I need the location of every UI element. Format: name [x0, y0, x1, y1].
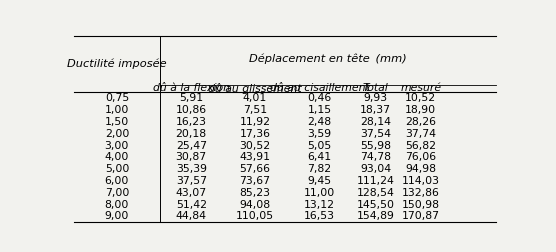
Text: 93,04: 93,04 [360, 164, 391, 174]
Text: 7,00: 7,00 [105, 188, 129, 198]
Text: 114,03: 114,03 [401, 176, 440, 186]
Text: 154,89: 154,89 [356, 211, 394, 222]
Text: Ductilité imposée: Ductilité imposée [67, 59, 167, 70]
Text: 18,90: 18,90 [405, 105, 436, 115]
Text: 76,06: 76,06 [405, 152, 436, 162]
Text: 56,82: 56,82 [405, 141, 436, 150]
Text: 4,01: 4,01 [242, 93, 267, 103]
Text: 4,00: 4,00 [105, 152, 129, 162]
Text: 5,00: 5,00 [105, 164, 129, 174]
Text: 43,07: 43,07 [176, 188, 207, 198]
Text: 128,54: 128,54 [356, 188, 394, 198]
Text: Total: Total [363, 83, 388, 93]
Text: 2,48: 2,48 [307, 117, 331, 127]
Text: 10,52: 10,52 [405, 93, 436, 103]
Text: 94,08: 94,08 [239, 200, 270, 210]
Text: 170,87: 170,87 [401, 211, 440, 222]
Text: dû à la flexion: dû à la flexion [153, 83, 230, 93]
Text: 9,00: 9,00 [105, 211, 129, 222]
Text: 73,67: 73,67 [239, 176, 270, 186]
Text: 6,00: 6,00 [105, 176, 129, 186]
Text: 5,05: 5,05 [307, 141, 331, 150]
Text: 10,86: 10,86 [176, 105, 207, 115]
Text: 2,00: 2,00 [105, 129, 129, 139]
Text: 1,00: 1,00 [105, 105, 129, 115]
Text: 20,18: 20,18 [176, 129, 207, 139]
Text: 37,57: 37,57 [176, 176, 207, 186]
Text: 6,41: 6,41 [307, 152, 331, 162]
Text: 51,42: 51,42 [176, 200, 207, 210]
Text: 18,37: 18,37 [360, 105, 391, 115]
Text: 43,91: 43,91 [239, 152, 270, 162]
Text: 37,54: 37,54 [360, 129, 391, 139]
Text: 1,50: 1,50 [105, 117, 129, 127]
Text: 5,91: 5,91 [179, 93, 203, 103]
Text: 0,75: 0,75 [105, 93, 129, 103]
Text: 17,36: 17,36 [239, 129, 270, 139]
Text: 1,15: 1,15 [307, 105, 331, 115]
Text: 85,23: 85,23 [239, 188, 270, 198]
Text: 7,82: 7,82 [307, 164, 331, 174]
Text: 30,87: 30,87 [176, 152, 207, 162]
Text: 37,74: 37,74 [405, 129, 436, 139]
Text: 132,86: 132,86 [402, 188, 440, 198]
Text: 7,51: 7,51 [243, 105, 267, 115]
Text: dû au glissement: dû au glissement [208, 83, 301, 94]
Text: 9,93: 9,93 [364, 93, 388, 103]
Text: 28,26: 28,26 [405, 117, 436, 127]
Text: 110,05: 110,05 [236, 211, 274, 222]
Text: 13,12: 13,12 [304, 200, 335, 210]
Text: 35,39: 35,39 [176, 164, 207, 174]
Text: 0,46: 0,46 [307, 93, 331, 103]
Text: 3,00: 3,00 [105, 141, 129, 150]
Text: 150,98: 150,98 [401, 200, 440, 210]
Text: 11,92: 11,92 [239, 117, 270, 127]
Text: 55,98: 55,98 [360, 141, 391, 150]
Text: dû au cisaillement: dû au cisaillement [270, 83, 369, 93]
Text: 57,66: 57,66 [239, 164, 270, 174]
Text: 111,24: 111,24 [356, 176, 394, 186]
Text: 11,00: 11,00 [304, 188, 335, 198]
Text: Déplacement en tête (mm): Déplacement en tête (mm) [249, 53, 407, 64]
Text: 8,00: 8,00 [105, 200, 129, 210]
Text: mesuré: mesuré [400, 83, 441, 93]
Text: 28,14: 28,14 [360, 117, 391, 127]
Text: 16,53: 16,53 [304, 211, 335, 222]
Text: 25,47: 25,47 [176, 141, 207, 150]
Text: 74,78: 74,78 [360, 152, 391, 162]
Text: 44,84: 44,84 [176, 211, 207, 222]
Text: 94,98: 94,98 [405, 164, 436, 174]
Text: 16,23: 16,23 [176, 117, 207, 127]
Text: 30,52: 30,52 [239, 141, 270, 150]
Text: 3,59: 3,59 [307, 129, 331, 139]
Text: 145,50: 145,50 [356, 200, 394, 210]
Text: 9,45: 9,45 [307, 176, 331, 186]
